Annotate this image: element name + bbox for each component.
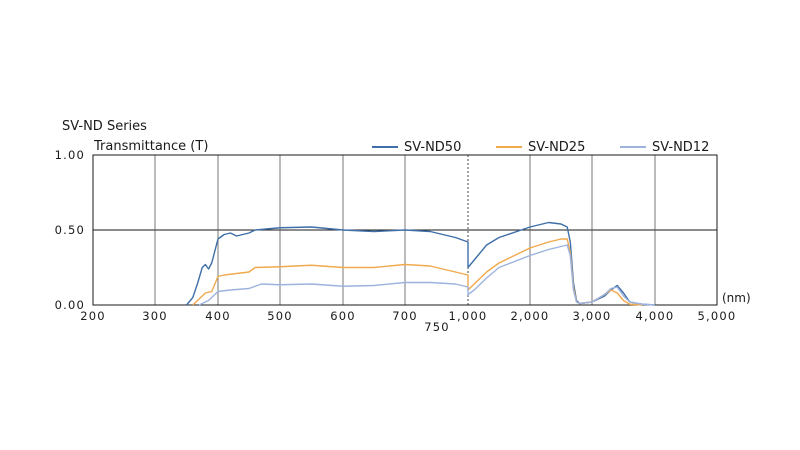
y-tick-label: 1.00: [55, 148, 85, 162]
x-break-label: 750: [424, 320, 450, 334]
y-tick-label: 0.50: [55, 223, 85, 237]
grid: [92, 154, 718, 306]
plot-border: [92, 154, 718, 306]
x-tick-label: 1,000: [449, 309, 488, 323]
y-tick-label: 0.00: [55, 298, 85, 312]
x-tick-label: 2,000: [511, 309, 550, 323]
x-tick-label: 200: [80, 309, 106, 323]
x-tick-label: 300: [142, 309, 168, 323]
legend-label-sv-nd25: SV-ND25: [528, 140, 585, 155]
legend-label-sv-nd50: SV-ND50: [404, 140, 461, 155]
x-tick-label: 700: [392, 309, 418, 323]
series-layer: [185, 221, 656, 306]
series-line-sv-nd12: [198, 244, 656, 306]
legend: SV-ND50 SV-ND25 SV-ND12: [372, 140, 709, 155]
x-tick-label: 4,000: [636, 309, 675, 323]
legend-label-sv-nd12: SV-ND12: [652, 140, 709, 155]
x-tick-label: 400: [205, 309, 231, 323]
x-tick-label: 3,000: [573, 309, 612, 323]
x-tick-label: 500: [267, 309, 293, 323]
x-axis-unit: (nm): [722, 291, 751, 305]
y-axis-label: Transmittance (T): [93, 139, 208, 154]
x-tick-label: 600: [330, 309, 356, 323]
tick-labels: 0.00 0.50 1.00 200 300 400 500 600 700 1,000 2,000…: [55, 148, 737, 334]
x-tick-label: 5,000: [698, 309, 737, 323]
chart-title: SV-ND Series: [62, 119, 147, 134]
series-line-sv-nd50: [185, 221, 656, 306]
